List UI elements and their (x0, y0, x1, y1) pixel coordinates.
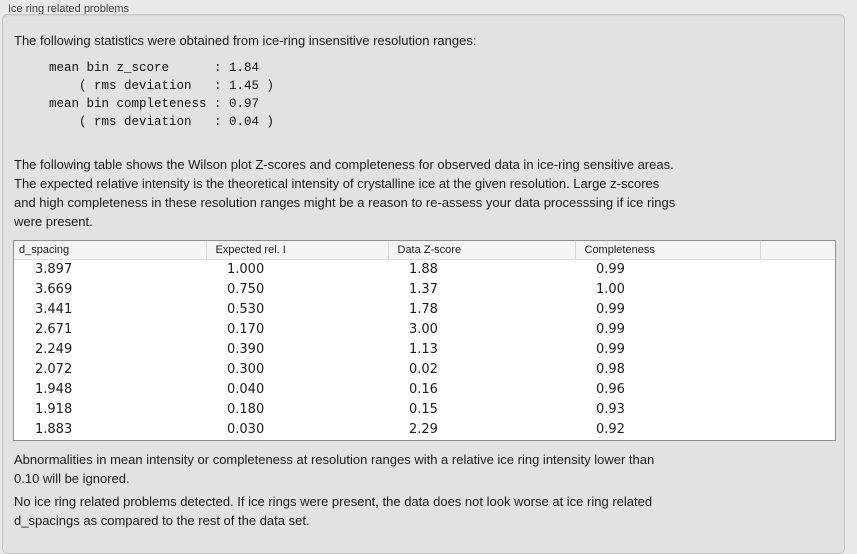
cell-completeness: 0.99 (596, 301, 625, 317)
cell-expected-rel-i: 0.390 (227, 341, 265, 357)
cell-completeness: 1.00 (596, 281, 625, 297)
conclusion-text: No ice ring related problems detected. I… (14, 493, 653, 528)
cell-completeness: 0.92 (596, 421, 625, 437)
cell-empty (760, 400, 835, 420)
ice-ring-panel: Ice ring related problems The following … (2, 3, 845, 554)
cell-empty (760, 300, 835, 320)
cell-empty (760, 340, 835, 360)
groupbox-title: Ice ring related problems (8, 3, 130, 15)
table-row[interactable]: 2.249 0.390 1.13 0.99 (14, 340, 835, 360)
table-row[interactable]: 3.897 1.000 1.88 0.99 (14, 259, 835, 280)
cell-expected-rel-i: 0.300 (227, 361, 265, 377)
column-header-empty[interactable] (759, 241, 835, 260)
cell-data-z-score: 1.37 (409, 281, 438, 297)
cell-data-z-score: 3.00 (409, 321, 438, 337)
cell-empty (760, 320, 835, 340)
cell-d-spacing: 1.883 (35, 421, 73, 437)
cell-expected-rel-i: 0.040 (227, 381, 265, 397)
table-row[interactable]: 1.883 0.030 2.29 0.92 (14, 420, 835, 440)
cell-d-spacing: 3.669 (35, 281, 73, 297)
cell-expected-rel-i: 0.030 (227, 421, 265, 437)
cell-data-z-score: 1.13 (409, 341, 438, 357)
cell-empty (760, 380, 835, 400)
cell-d-spacing: 1.948 (35, 381, 73, 397)
ice-ring-table: d_spacing Expected rel. I Data Z-score C… (13, 240, 836, 441)
cell-d-spacing: 3.897 (35, 261, 73, 277)
table-row[interactable]: 1.948 0.040 0.16 0.96 (14, 380, 835, 400)
ignore-note-text: Abnormalities in mean intensity or compl… (14, 451, 655, 486)
column-header-expected-rel-i[interactable]: Expected rel. I (205, 241, 388, 260)
cell-completeness: 0.99 (596, 321, 625, 337)
cell-expected-rel-i: 0.180 (227, 401, 265, 417)
cell-data-z-score: 1.78 (409, 301, 438, 317)
cell-d-spacing: 2.671 (35, 321, 73, 337)
stats-intro-text: The following statistics were obtained f… (14, 33, 477, 48)
table-row[interactable]: 2.671 0.170 3.00 0.99 (14, 320, 835, 340)
cell-empty (760, 420, 835, 440)
table-row[interactable]: 1.918 0.180 0.15 0.93 (14, 400, 835, 420)
column-header-data-z-score[interactable]: Data Z-score (387, 241, 575, 260)
stats-values-block: mean bin z_score : 1.84 ( rms deviation … (49, 61, 275, 129)
column-header-completeness[interactable]: Completeness (574, 241, 760, 260)
cell-data-z-score: 0.15 (409, 401, 438, 417)
cell-expected-rel-i: 0.750 (227, 281, 265, 297)
ice-ring-groupbox: The following statistics were obtained f… (2, 14, 845, 554)
table-intro-text: The following table shows the Wilson plo… (14, 157, 676, 229)
cell-empty (760, 280, 835, 300)
cell-data-z-score: 2.29 (409, 421, 438, 437)
cell-empty (760, 360, 835, 380)
cell-completeness: 0.99 (596, 261, 625, 277)
cell-data-z-score: 0.02 (409, 361, 438, 377)
cell-completeness: 0.93 (596, 401, 625, 417)
cell-data-z-score: 1.88 (409, 261, 438, 277)
cell-completeness: 0.98 (596, 361, 625, 377)
cell-completeness: 0.96 (596, 381, 625, 397)
cell-expected-rel-i: 0.170 (227, 321, 265, 337)
column-header-d-spacing[interactable]: d_spacing (14, 241, 206, 260)
cell-data-z-score: 0.16 (409, 381, 438, 397)
cell-expected-rel-i: 0.530 (227, 301, 265, 317)
cell-d-spacing: 2.249 (35, 341, 73, 357)
table-header-row: d_spacing Expected rel. I Data Z-score C… (14, 241, 835, 260)
cell-d-spacing: 3.441 (35, 301, 73, 317)
cell-completeness: 0.99 (596, 341, 625, 357)
cell-empty (760, 259, 835, 280)
cell-d-spacing: 2.072 (35, 361, 73, 377)
cell-expected-rel-i: 1.000 (227, 261, 265, 277)
table-row[interactable]: 3.669 0.750 1.37 1.00 (14, 280, 835, 300)
table-row[interactable]: 2.072 0.300 0.02 0.98 (14, 360, 835, 380)
cell-d-spacing: 1.918 (35, 401, 73, 417)
table-row[interactable]: 3.441 0.530 1.78 0.99 (14, 300, 835, 320)
